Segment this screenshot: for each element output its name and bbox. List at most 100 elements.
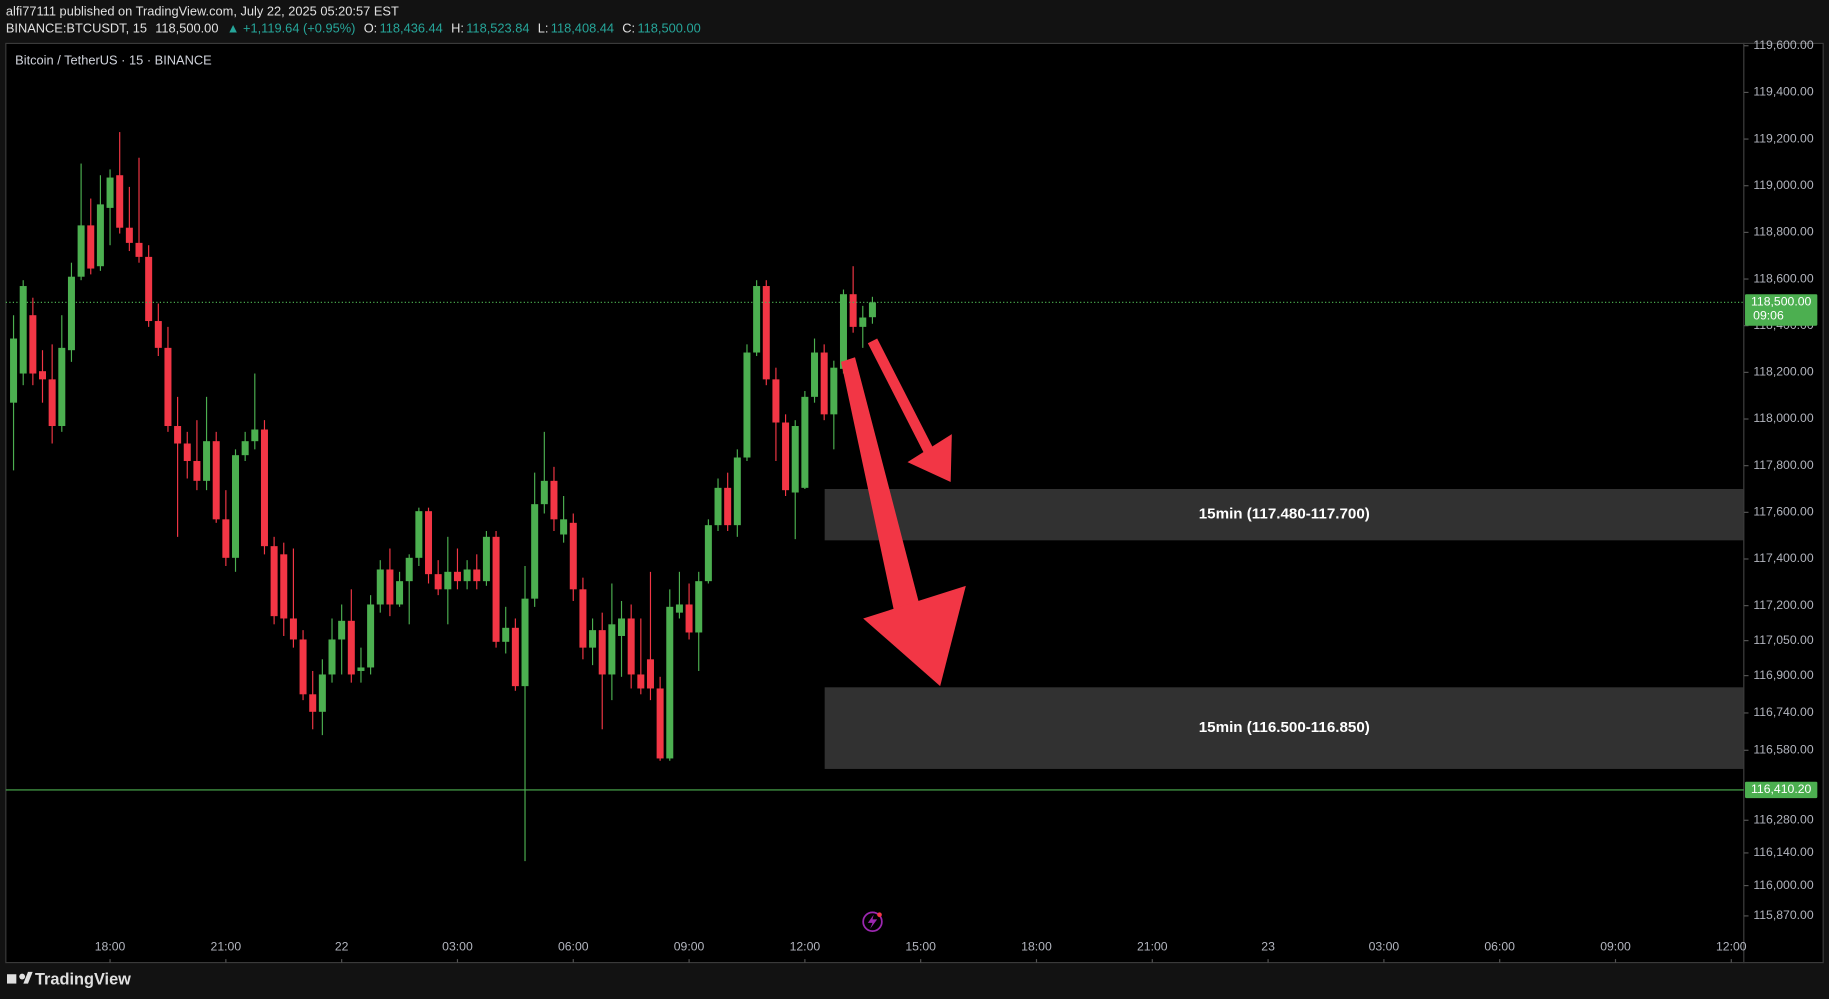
candle-body [511,627,519,687]
ohlc-value: 118,500.00 [637,21,700,36]
candle-body [203,441,211,481]
candle-body [666,606,674,759]
y-tick-label: 118,000.00 [1753,411,1814,425]
published-line: alfi77111 published on TradingView.com, … [6,3,399,18]
ohlc-value: 118,408.44 [551,21,614,36]
arrow-shaft [841,357,922,620]
candle-body [396,581,404,605]
candle-body [164,347,172,427]
candle-body [405,557,413,582]
symbol: BINANCE:BTCUSDT, 15 [6,21,147,36]
candle-body [39,371,47,380]
candle-body [289,618,297,640]
y-tick-label: 116,740.00 [1753,705,1814,719]
icon-ring [862,911,883,932]
candle-body [704,525,712,582]
candle-body [299,639,307,695]
y-tick-label: 119,000.00 [1753,178,1814,192]
candle-body [116,175,124,228]
candle-body [627,618,635,675]
candle-body [328,639,336,675]
candle-body [280,554,288,619]
candle-body [19,286,27,374]
candle-body [762,286,770,380]
candle-body [656,688,664,759]
candle-body [10,338,18,403]
ohlc-key: O: [364,21,378,36]
candle-body [782,422,790,491]
x-tick-label: 18:00 [95,940,126,954]
candle-body [444,571,452,590]
candle-body [222,519,230,558]
x-tick-label: 18:00 [1021,940,1052,954]
arrows [841,338,966,687]
candle-body [589,630,597,648]
candle-body [868,302,876,318]
candle-body [859,317,867,327]
x-tick-label: 06:00 [558,940,589,954]
x-tick-label: 12:00 [1716,940,1747,954]
logo-part [6,974,17,984]
candle-body [849,294,857,327]
candle-body [270,546,278,617]
x-tick-label: 06:00 [1484,940,1515,954]
footer-logo [6,971,33,984]
lightning-icon [862,911,883,932]
candle-body [550,480,558,520]
candle-body [463,569,471,582]
zone-label: 15min (117.480-117.700) [1199,506,1370,523]
countdown: 09:06 [1753,309,1784,323]
candle-body [347,620,355,675]
candle-body [58,347,66,427]
candle-body [154,321,162,348]
candle-body [637,674,645,689]
candle-body [145,256,153,322]
candle-body [367,604,375,668]
candle-body [560,519,568,535]
y-tick-label: 116,580.00 [1753,743,1814,757]
y-tick-label: 116,280.00 [1753,813,1814,827]
y-tick-label: 119,600.00 [1753,38,1814,52]
candle-body [714,487,722,526]
candle-body [453,571,461,582]
candle-body [87,225,95,269]
x-tick-label: 09:00 [1600,940,1631,954]
candle-body [386,569,394,605]
y-tick-label: 115,870.00 [1753,908,1814,922]
candle-body [724,487,732,526]
logo-part [19,973,26,980]
candle-body [96,204,104,267]
candle-body [376,569,384,605]
candle-body [29,315,37,374]
candle-body [830,367,838,415]
y-tick-label: 117,400.00 [1753,551,1814,565]
candle-body [811,352,819,397]
candle-body [608,624,616,675]
icon-bolt [867,914,878,929]
candle-body [482,536,490,582]
candle-body [473,569,481,582]
candle-body [318,674,326,712]
candle-body [232,455,240,558]
candle-body [521,598,529,687]
ohlc-value: 118,523.84 [466,21,529,36]
marks: 119,600.00 119,400.00 119,200.00 119,000.00… [5,38,1818,963]
candle-body [531,504,539,599]
candle-body [675,604,683,613]
candle-body [434,574,442,590]
candle-body [579,589,587,648]
candle-body [772,379,780,423]
arrow-head [863,585,966,687]
ohlc-key: L: [538,21,549,36]
last-price: 118,500.00 [155,21,218,36]
candle-body [791,426,799,493]
candle-body [183,443,191,462]
chart-title: Bitcoin / TetherUS · 15 · BINANCE [15,52,212,67]
candle-body [801,396,809,488]
y-tick-label: 118,600.00 [1753,271,1814,285]
candle-body [338,620,346,640]
candle-body [241,441,249,456]
logo-part [23,971,33,984]
